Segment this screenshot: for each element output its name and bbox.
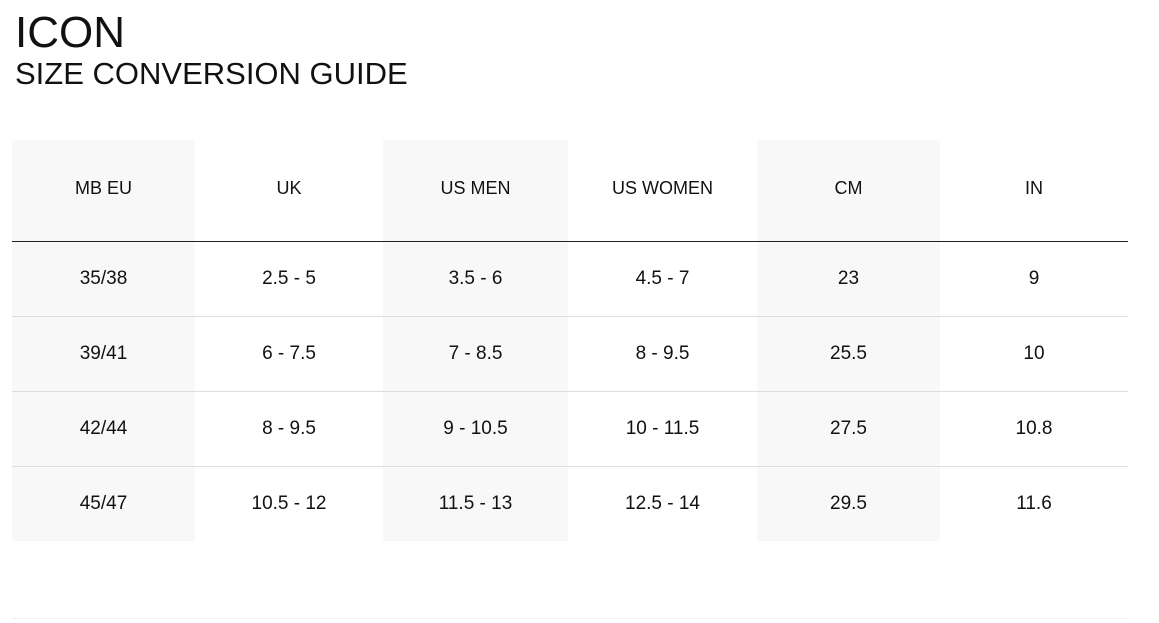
table-row: 42/44 8 - 9.5 9 - 10.5 10 - 11.5 27.5 10… [12, 392, 1128, 467]
cell-us-men: 7 - 8.5 [383, 317, 568, 391]
cell-mb-eu: 35/38 [12, 242, 195, 316]
table-row: 39/41 6 - 7.5 7 - 8.5 8 - 9.5 25.5 10 [12, 317, 1128, 392]
header-us-men: US MEN [383, 140, 568, 241]
bottom-divider [12, 618, 1128, 619]
cell-uk: 8 - 9.5 [195, 392, 383, 466]
cell-in: 9 [940, 242, 1128, 316]
cell-uk: 10.5 - 12 [195, 467, 383, 541]
cell-mb-eu: 45/47 [12, 467, 195, 541]
cell-in: 11.6 [940, 467, 1128, 541]
cell-cm: 25.5 [757, 317, 940, 391]
cell-uk: 6 - 7.5 [195, 317, 383, 391]
cell-cm: 27.5 [757, 392, 940, 466]
header-uk: UK [195, 140, 383, 241]
cell-us-men: 11.5 - 13 [383, 467, 568, 541]
cell-us-women: 8 - 9.5 [568, 317, 757, 391]
header-cm: CM [757, 140, 940, 241]
cell-cm: 29.5 [757, 467, 940, 541]
page-subtitle: SIZE CONVERSION GUIDE [15, 56, 408, 91]
table-row: 45/47 10.5 - 12 11.5 - 13 12.5 - 14 29.5… [12, 467, 1128, 541]
table-row: 35/38 2.5 - 5 3.5 - 6 4.5 - 7 23 9 [12, 242, 1128, 317]
cell-mb-eu: 42/44 [12, 392, 195, 466]
cell-us-women: 4.5 - 7 [568, 242, 757, 316]
header-in: IN [940, 140, 1128, 241]
cell-in: 10 [940, 317, 1128, 391]
cell-us-men: 3.5 - 6 [383, 242, 568, 316]
size-conversion-table: MB EU UK US MEN US WOMEN CM IN 35/38 2.5… [12, 140, 1128, 541]
header-mb-eu: MB EU [12, 140, 195, 241]
cell-us-women: 12.5 - 14 [568, 467, 757, 541]
cell-us-women: 10 - 11.5 [568, 392, 757, 466]
cell-us-men: 9 - 10.5 [383, 392, 568, 466]
table-header-row: MB EU UK US MEN US WOMEN CM IN [12, 140, 1128, 242]
cell-uk: 2.5 - 5 [195, 242, 383, 316]
brand-title: ICON [15, 8, 125, 57]
cell-in: 10.8 [940, 392, 1128, 466]
cell-mb-eu: 39/41 [12, 317, 195, 391]
cell-cm: 23 [757, 242, 940, 316]
header-us-women: US WOMEN [568, 140, 757, 241]
